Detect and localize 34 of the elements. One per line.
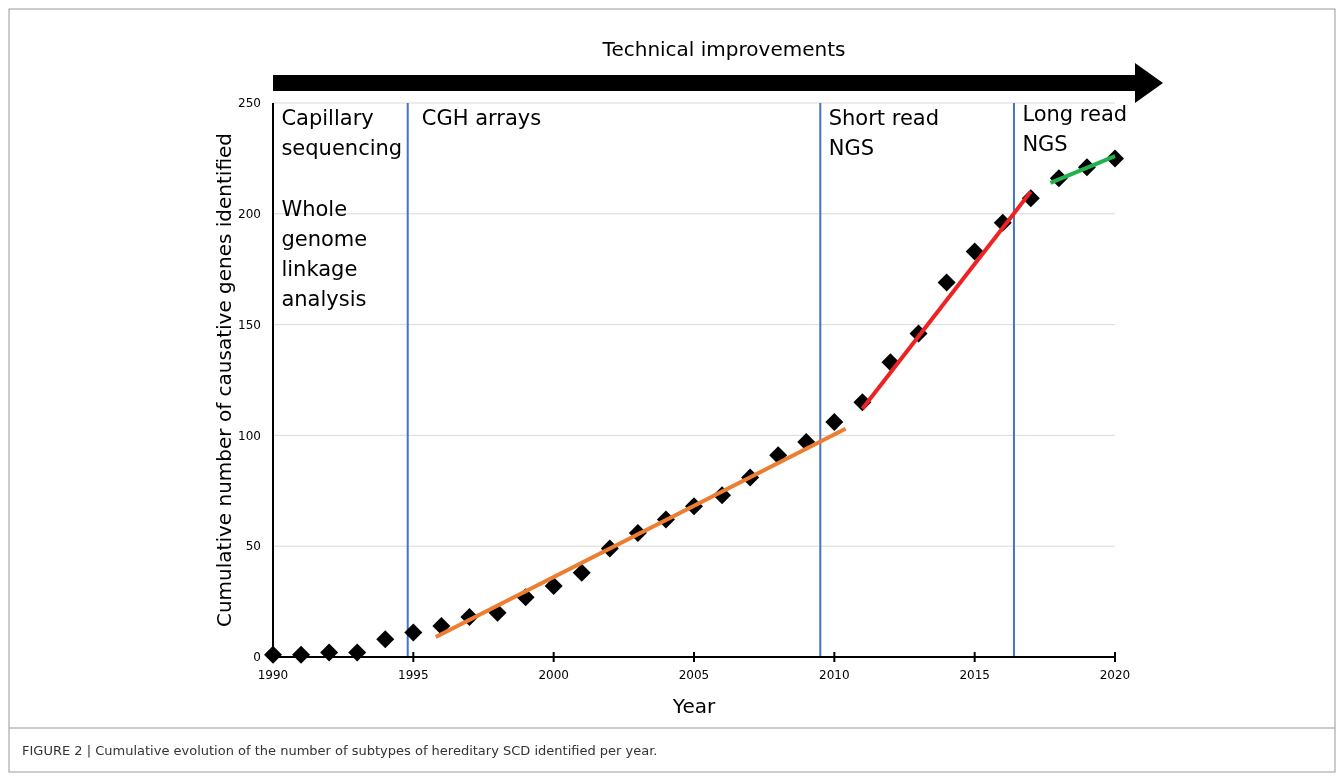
y-tick-label: 150	[238, 317, 261, 332]
y-tick-label: 200	[238, 207, 261, 221]
point	[404, 623, 423, 642]
annotation: Short read NGS	[828, 106, 940, 161]
point	[825, 413, 844, 432]
x-axis-title: Year	[671, 694, 716, 718]
point	[348, 643, 367, 662]
y-tick-label: 250	[238, 96, 261, 111]
x-tick-label: 2000	[538, 668, 569, 682]
point	[572, 563, 591, 582]
annotation: Long read NGS	[1022, 101, 1128, 156]
point	[264, 645, 282, 664]
point	[320, 643, 339, 662]
x-tick-label: 2005	[678, 668, 710, 682]
x-tick-label: 2010	[819, 668, 850, 682]
x-tick-label: 2020	[1099, 668, 1131, 682]
y-tick-label: 0	[253, 650, 261, 665]
y-tick-label: 100	[238, 428, 261, 443]
point	[292, 645, 311, 664]
text: Technical improvements	[601, 37, 846, 61]
point	[432, 616, 451, 635]
point	[937, 273, 956, 292]
annotation: Capillary sequencing	[281, 106, 403, 161]
x-tick-label: 2015	[959, 668, 990, 682]
point	[376, 630, 395, 649]
annotation: Whole genome linkage analysis	[281, 197, 368, 312]
point	[965, 242, 984, 261]
point	[544, 577, 563, 596]
y-tick-label: 50	[245, 539, 261, 554]
caption: FIGURE 2 | Cumulative evolution of the number of subtypes of hereditary SCD identified per year.	[22, 743, 658, 758]
x-tick-label: 1990	[257, 668, 289, 682]
y-axis-title: Cumulative number of causative genes identified	[212, 132, 236, 628]
annotation: CGH arrays	[421, 106, 542, 131]
x-tick-label: 1995	[398, 668, 429, 682]
